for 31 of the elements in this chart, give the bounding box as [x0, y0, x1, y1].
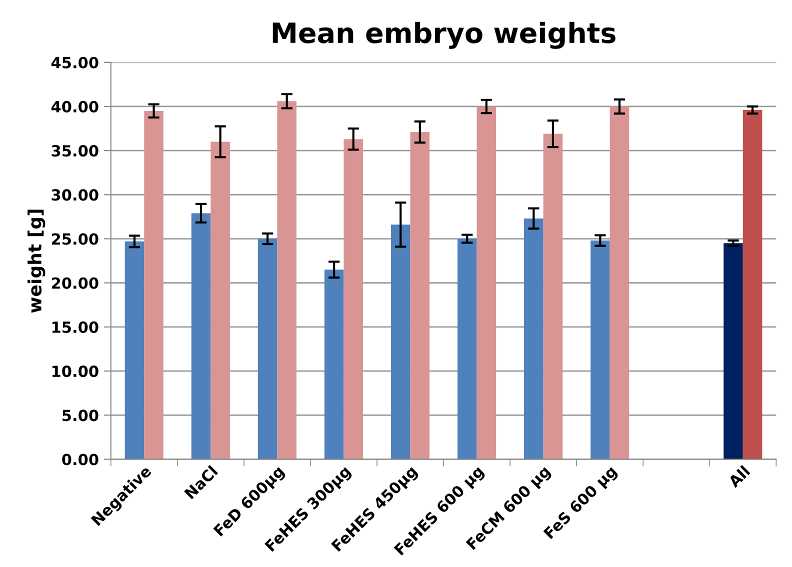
y-tick-label: 25.00 — [52, 233, 98, 245]
y-tick-label: 35.00 — [52, 145, 98, 157]
y-axis-title: weight [g] — [28, 210, 46, 313]
y-tick-label: 0.00 — [62, 454, 98, 466]
bar — [476, 106, 496, 460]
bar — [590, 240, 610, 460]
bar — [610, 106, 630, 460]
bar — [210, 142, 230, 460]
bar — [524, 218, 544, 460]
y-tick-label: 20.00 — [52, 277, 98, 289]
y-tick-label: 45.00 — [51, 56, 98, 68]
bar — [742, 110, 762, 460]
bar — [258, 238, 278, 460]
y-tick-label: 5.00 — [62, 410, 98, 422]
chart-title: Mean embryo weights — [272, 22, 616, 49]
bar — [390, 224, 410, 460]
bar — [277, 101, 296, 460]
x-tick-label: All — [727, 465, 750, 488]
bar — [457, 238, 477, 460]
bar — [724, 243, 743, 460]
y-tick-label: 40.00 — [51, 100, 98, 112]
bar — [543, 134, 563, 460]
bar — [324, 270, 344, 460]
y-tick-label: 10.00 — [52, 366, 98, 378]
bar — [144, 110, 164, 460]
y-tick-label: 15.00 — [52, 321, 98, 333]
bar — [124, 241, 144, 460]
y-tick-label: 30.00 — [52, 189, 98, 201]
bar — [191, 213, 211, 460]
bar — [344, 139, 364, 460]
bar — [410, 132, 430, 460]
